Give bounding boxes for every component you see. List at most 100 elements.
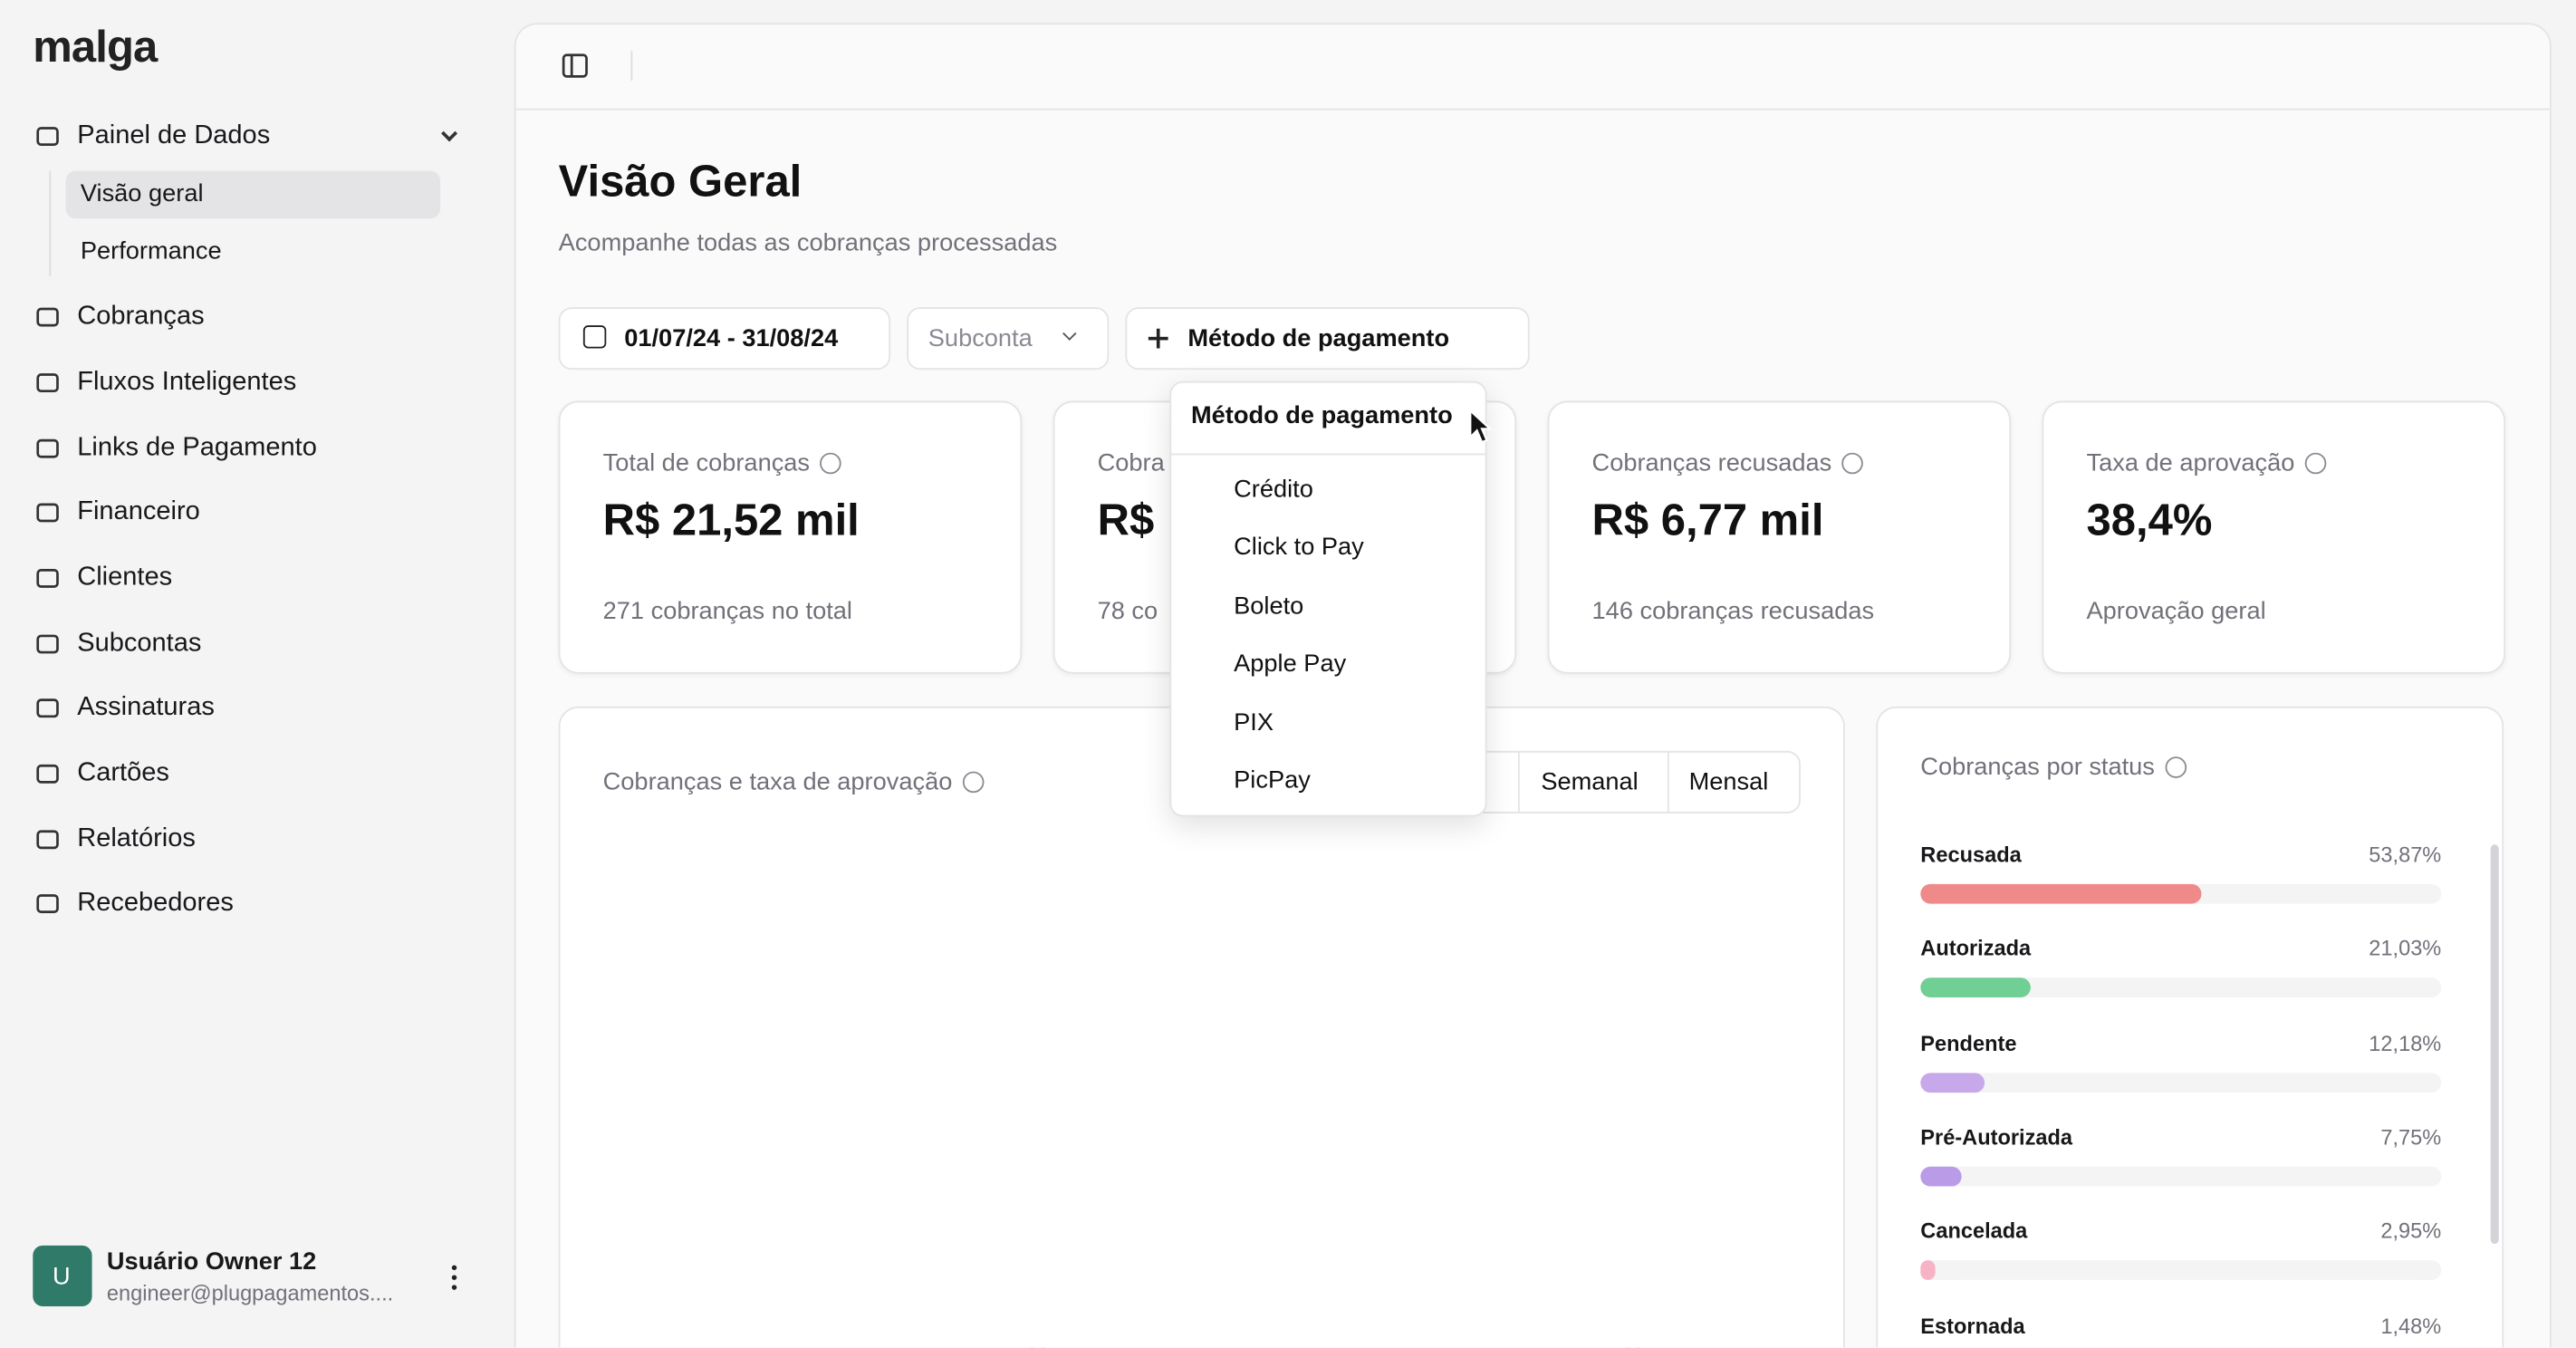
status-value: 21,03% <box>2369 936 2442 961</box>
avatar <box>33 1245 92 1306</box>
status-bar <box>1920 883 2202 904</box>
sidebar-toggle[interactable] <box>560 51 590 81</box>
status-value: 2,95% <box>2380 1218 2442 1244</box>
status-label: Pré-Autorizada <box>1920 1124 2073 1150</box>
subnav-item[interactable]: Visão geral <box>80 179 204 208</box>
nav-icon <box>36 698 59 718</box>
page-title: Visão Geral <box>558 157 803 207</box>
nav-item[interactable]: Subcontas <box>77 629 202 658</box>
kpi-note: 146 cobranças recusadas <box>1591 597 1875 626</box>
nav-icon <box>36 894 59 914</box>
kebab-dot <box>451 1275 457 1280</box>
calendar-icon <box>582 325 607 349</box>
nav-icon <box>36 307 59 327</box>
nav-subline <box>49 170 52 276</box>
status-value: 12,18% <box>2369 1030 2442 1055</box>
status-value: 1,48% <box>2380 1313 2442 1338</box>
status-bar <box>1920 1166 1961 1187</box>
cursor <box>1469 409 1493 444</box>
kpi-note: Aprovação geral <box>2086 597 2266 626</box>
nav-icon <box>36 503 59 523</box>
period-tab[interactable]: Semanal <box>1541 767 1639 796</box>
dropdown-title: Método de pagamento <box>1190 401 1453 430</box>
status-title: Cobranças por status <box>1920 753 2155 782</box>
status-value: 7,75% <box>2380 1124 2442 1150</box>
page-subtitle: Acompanhe todas as cobranças processadas <box>558 229 1058 257</box>
header-divider <box>515 108 2550 111</box>
period-tab[interactable]: Mensal <box>1688 767 1769 796</box>
status-label: Estornada <box>1920 1313 2025 1338</box>
dropdown-option[interactable]: Boleto <box>1234 592 1304 621</box>
nav-icon <box>36 127 59 146</box>
status-label: Cancelada <box>1920 1218 2028 1244</box>
plus-icon <box>1156 328 1160 349</box>
status-value: 53,87% <box>2369 842 2442 867</box>
nav-item[interactable]: Cobranças <box>77 302 205 331</box>
info-icon <box>2164 756 2187 778</box>
kebab-dot <box>451 1285 457 1290</box>
kpi-value: 38,4% <box>2086 495 2213 545</box>
status-track <box>1920 1166 2442 1187</box>
dropdown-option[interactable]: Apple Pay <box>1234 650 1347 679</box>
dropdown-menu <box>1169 380 1487 817</box>
kpi-value: R$ 6,77 mil <box>1591 495 1824 545</box>
nav-item[interactable]: Recebedores <box>77 889 234 918</box>
nav-icon <box>36 438 59 458</box>
user-name: Usuário Owner 12 <box>106 1247 317 1276</box>
method-label: Método de pagamento <box>1187 324 1450 353</box>
status-card <box>1876 706 2504 1348</box>
method-filter[interactable] <box>1125 307 1530 371</box>
dropdown-option[interactable]: Click to Pay <box>1234 534 1364 563</box>
kpi-card <box>1547 400 2012 674</box>
toolbar-separator <box>630 51 633 81</box>
date-value: 01/07/24 - 31/08/24 <box>624 324 839 353</box>
nav-item[interactable]: Relatórios <box>77 824 196 853</box>
nav-item[interactable]: Fluxos Inteligentes <box>77 368 297 397</box>
tab-divider <box>1517 750 1520 814</box>
nav-icon <box>36 569 59 588</box>
nav-icon <box>36 373 59 393</box>
status-label: Recusada <box>1920 842 2022 867</box>
nav-active-bg <box>65 170 441 219</box>
tab-divider <box>1667 750 1669 814</box>
avatar-initial: U <box>53 1262 71 1291</box>
dropdown-option[interactable]: PIX <box>1234 708 1274 737</box>
kpi-label: Cobranças recusadas <box>1591 449 1832 477</box>
info-icon <box>962 771 984 794</box>
kpi-label: Cobra <box>1097 449 1165 477</box>
dropdown-option[interactable]: PicPay <box>1234 766 1311 794</box>
date-filter[interactable] <box>558 307 891 371</box>
kpi-value: R$ 21,52 mil <box>602 495 860 545</box>
info-icon <box>2304 452 2326 475</box>
kpi-value: R$ <box>1097 495 1155 545</box>
dropdown-option[interactable]: Crédito <box>1234 476 1313 504</box>
nav-icon <box>36 764 59 784</box>
status-bar <box>1920 1072 1985 1093</box>
kpi-card <box>2042 400 2506 674</box>
nav-item[interactable]: Painel de Dados <box>77 121 271 150</box>
nav-item[interactable]: Cartões <box>77 758 169 787</box>
logo: malga <box>33 22 158 72</box>
info-icon <box>819 452 841 475</box>
nav-item[interactable]: Clientes <box>77 563 173 592</box>
status-track <box>1920 977 2442 998</box>
nav-item[interactable]: Assinaturas <box>77 693 215 722</box>
nav-icon <box>36 830 59 850</box>
nav-item[interactable]: Financeiro <box>77 497 200 526</box>
scrollbar <box>2490 844 2499 1245</box>
status-label: Pendente <box>1920 1030 2017 1055</box>
status-bar <box>1920 1260 1937 1281</box>
subaccount-label: Subconta <box>928 324 1033 353</box>
nav-item[interactable]: Links de Pagamento <box>77 433 317 462</box>
nav-icon <box>36 634 59 654</box>
status-label: Autorizada <box>1920 936 2032 961</box>
subaccount-filter[interactable] <box>907 307 1110 371</box>
status-bar <box>1920 977 2031 998</box>
user-email: engineer@plugpagamentos.... <box>106 1280 394 1306</box>
chart-title: Cobranças e taxa de aprovação <box>602 767 953 796</box>
info-icon <box>1841 452 1863 475</box>
kpi-note: 78 co <box>1097 597 1158 626</box>
subnav-item[interactable]: Performance <box>80 237 222 265</box>
